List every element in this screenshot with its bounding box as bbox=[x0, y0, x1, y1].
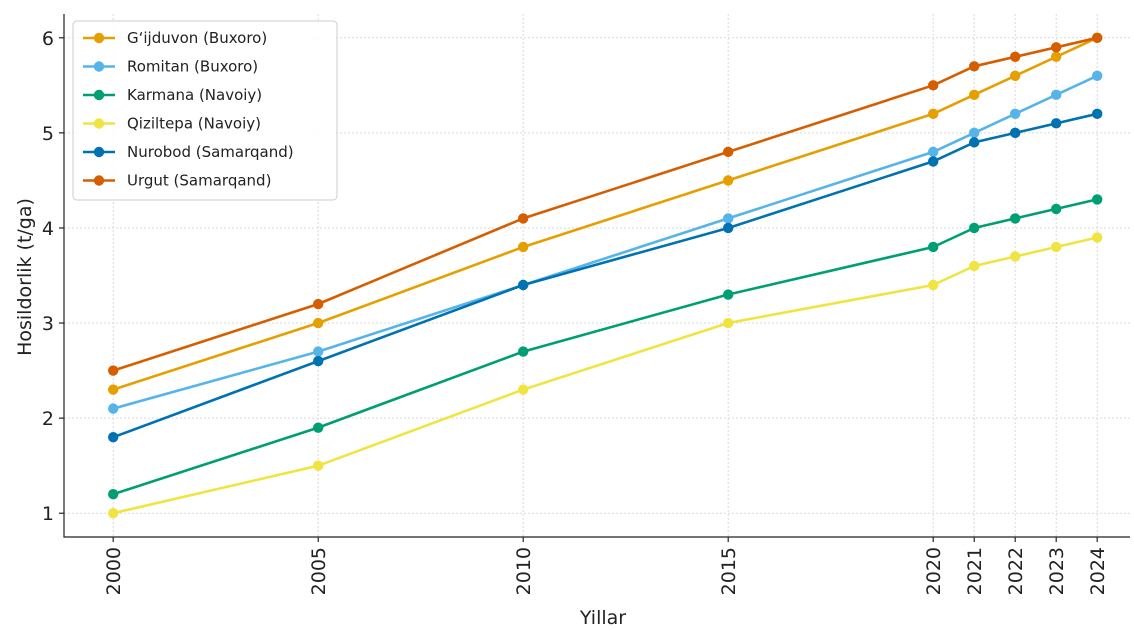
data-point bbox=[928, 280, 938, 290]
data-point bbox=[108, 432, 118, 442]
data-point bbox=[1092, 33, 1102, 43]
data-point bbox=[108, 508, 118, 518]
series-line bbox=[113, 199, 1097, 494]
data-point bbox=[518, 242, 528, 252]
data-point bbox=[723, 213, 733, 223]
data-point bbox=[723, 175, 733, 185]
data-point bbox=[108, 489, 118, 499]
data-point bbox=[1051, 90, 1061, 100]
data-point bbox=[723, 147, 733, 157]
data-point bbox=[969, 223, 979, 233]
data-point bbox=[1092, 71, 1102, 81]
data-point bbox=[518, 346, 528, 356]
y-tick-label: 3 bbox=[42, 313, 54, 335]
x-tick-label: 2023 bbox=[1046, 547, 1068, 595]
legend-label: Romitan (Buxoro) bbox=[127, 58, 258, 76]
data-point bbox=[313, 346, 323, 356]
data-point bbox=[969, 137, 979, 147]
legend-marker bbox=[94, 33, 104, 43]
data-point bbox=[518, 213, 528, 223]
series-line bbox=[113, 238, 1097, 514]
data-point bbox=[518, 280, 528, 290]
data-point bbox=[518, 384, 528, 394]
data-point bbox=[969, 61, 979, 71]
data-point bbox=[969, 128, 979, 138]
data-point bbox=[313, 356, 323, 366]
data-point bbox=[313, 460, 323, 470]
data-point bbox=[723, 223, 733, 233]
legend-label: Qiziltepa (Navoiy) bbox=[127, 115, 261, 133]
data-point bbox=[313, 422, 323, 432]
data-point bbox=[1051, 242, 1061, 252]
y-tick-label: 6 bbox=[42, 28, 54, 50]
data-point bbox=[1092, 109, 1102, 119]
y-tick-label: 4 bbox=[42, 218, 54, 240]
legend-marker bbox=[94, 61, 104, 71]
y-axis-title: Hosildorlik (t/ga) bbox=[14, 198, 36, 356]
x-tick-label: 2020 bbox=[923, 547, 945, 595]
data-point bbox=[723, 318, 733, 328]
x-tick-label: 2024 bbox=[1087, 547, 1109, 595]
legend: G‘ijduvon (Buxoro) Romitan (Buxoro) Karman… bbox=[73, 21, 337, 200]
data-point bbox=[1051, 52, 1061, 62]
data-point bbox=[313, 299, 323, 309]
data-point bbox=[1051, 42, 1061, 52]
data-point bbox=[1051, 118, 1061, 128]
series-4 bbox=[108, 232, 1102, 518]
legend-marker bbox=[94, 147, 104, 157]
series-3 bbox=[108, 194, 1102, 499]
data-point bbox=[928, 147, 938, 157]
data-point bbox=[1092, 194, 1102, 204]
x-tick-label: 2021 bbox=[964, 547, 986, 595]
data-point bbox=[969, 90, 979, 100]
x-axis-title: Yillar bbox=[579, 607, 626, 629]
data-point bbox=[1010, 128, 1020, 138]
data-point bbox=[1051, 204, 1061, 214]
data-point bbox=[928, 242, 938, 252]
y-tick-label: 5 bbox=[42, 123, 54, 145]
data-point bbox=[1010, 52, 1020, 62]
data-point bbox=[108, 384, 118, 394]
data-point bbox=[1092, 232, 1102, 242]
data-point bbox=[1010, 213, 1020, 223]
x-tick-label: 2000 bbox=[103, 547, 125, 595]
data-point bbox=[1010, 109, 1020, 119]
legend-label: Nurobod (Samarqand) bbox=[127, 143, 294, 161]
data-point bbox=[313, 318, 323, 328]
data-point bbox=[108, 365, 118, 375]
x-tick-label: 2022 bbox=[1005, 547, 1027, 595]
data-point bbox=[1010, 71, 1020, 81]
data-point bbox=[1010, 251, 1020, 261]
legend-marker bbox=[94, 90, 104, 100]
legend-label: G‘ijduvon (Buxoro) bbox=[127, 29, 267, 47]
data-point bbox=[928, 109, 938, 119]
legend-marker bbox=[94, 118, 104, 128]
y-tick-label: 2 bbox=[42, 408, 54, 430]
data-point bbox=[969, 261, 979, 271]
x-tick-label: 2015 bbox=[718, 547, 740, 595]
legend-label: Karmana (Navoiy) bbox=[127, 86, 262, 104]
legend-label: Urgut (Samarqand) bbox=[127, 172, 271, 190]
y-tick-label: 1 bbox=[42, 503, 54, 525]
data-point bbox=[928, 80, 938, 90]
legend-marker bbox=[94, 175, 104, 185]
data-point bbox=[928, 156, 938, 166]
data-point bbox=[723, 289, 733, 299]
x-tick-label: 2010 bbox=[513, 547, 535, 595]
data-point bbox=[108, 403, 118, 413]
x-tick-label: 2005 bbox=[308, 547, 330, 595]
